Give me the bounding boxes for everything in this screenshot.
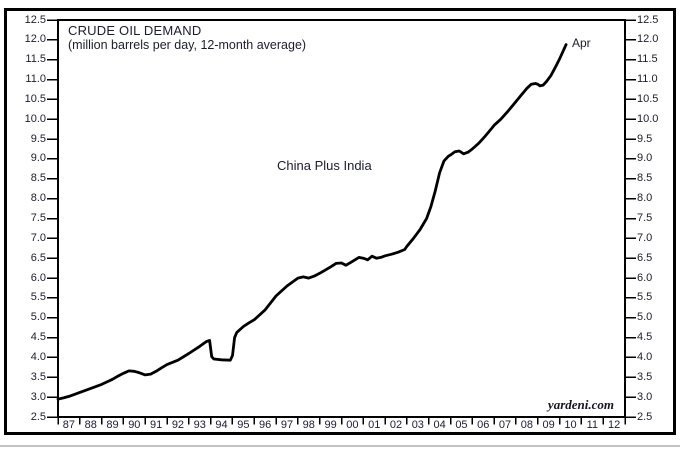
- x-axis-label: 98: [302, 419, 315, 431]
- watermark: yardeni.com: [547, 397, 614, 412]
- y-axis-label-left: 8.0: [30, 192, 46, 205]
- x-axis-label: 05: [455, 419, 468, 431]
- y-axis-label-right: 12.5: [637, 13, 659, 26]
- x-axis-label: 11: [586, 419, 598, 431]
- x-axis-label: 91: [150, 419, 163, 431]
- y-axis-label-left: 10.5: [24, 92, 46, 105]
- x-axis-label: 93: [193, 419, 206, 431]
- y-axis-label-right: 11.0: [637, 73, 658, 86]
- y-axis-label-left: 10.0: [24, 112, 46, 125]
- x-axis-label: 95: [237, 419, 250, 431]
- series-annotation: China Plus India: [277, 158, 372, 173]
- y-axis-label-left: 9.5: [30, 132, 46, 145]
- y-axis-label-right: 7.5: [637, 212, 653, 224]
- x-axis-label: 89: [106, 419, 119, 431]
- x-axis-label: 08: [520, 419, 533, 431]
- y-axis-label-right: 3.5: [637, 370, 653, 383]
- y-axis-label-right: 10.5: [637, 92, 659, 105]
- y-axis-label-right: 9.0: [637, 152, 653, 165]
- y-axis-label-left: 6.5: [30, 251, 46, 264]
- x-axis-label: 00: [346, 419, 359, 431]
- y-axis-label-right: 4.5: [637, 331, 653, 344]
- plot-frame: [57, 19, 626, 418]
- y-axis-label-left: 5.5: [30, 291, 46, 304]
- y-axis-label-left: 4.5: [30, 331, 46, 344]
- chart-subtitle: (million barrels per day, 12-month avera…: [68, 38, 307, 52]
- x-axis-label: 99: [324, 419, 337, 431]
- x-axis-label: 88: [84, 419, 97, 431]
- demand-line: [56, 43, 568, 401]
- x-axis-label: 12: [607, 419, 621, 431]
- bottom-edge-shadow: [0, 445, 680, 447]
- y-axis-label-left: 3.5: [30, 370, 46, 383]
- y-axis-label-left: 12.5: [24, 13, 46, 26]
- y-axis-label-left: 4.0: [30, 350, 46, 363]
- y-axis-label-left: 2.5: [30, 410, 46, 423]
- y-axis-label-left: 7.5: [30, 212, 46, 224]
- y-axis-label-right: 12.0: [637, 33, 659, 46]
- y-axis-label-right: 7.0: [637, 231, 653, 244]
- x-axis-label: 02: [389, 419, 403, 431]
- y-axis-label-left: 7.0: [30, 231, 46, 244]
- x-axis-label: 01: [368, 419, 381, 431]
- x-axis-label: 09: [542, 419, 555, 431]
- y-axis-label-left: 6.0: [30, 271, 46, 284]
- title-block: CRUDE OIL DEMAND (million barrels per da…: [68, 23, 306, 52]
- chart-title: CRUDE OIL DEMAND: [68, 23, 202, 38]
- y-axis-label-right: 6.5: [637, 251, 653, 264]
- y-axis-label-left: 11.5: [25, 53, 46, 66]
- y-axis-label-right: 11.5: [637, 53, 658, 66]
- y-axis-label-right: 9.5: [637, 132, 653, 145]
- x-axis-label: 04: [433, 419, 446, 431]
- x-axis-label: 87: [62, 419, 76, 431]
- y-axis-label-left: 8.5: [30, 172, 46, 185]
- y-axis-label-right: 10.0: [637, 112, 659, 125]
- x-axis-label: 07: [498, 419, 512, 431]
- x-axis-label: 10: [564, 419, 577, 431]
- x-axis-label: 92: [171, 419, 185, 431]
- x-axis-label: 97: [280, 419, 294, 431]
- y-axis-label-right: 2.5: [637, 410, 653, 423]
- y-axis-label-right: 5.5: [637, 291, 653, 304]
- x-axis-label: 03: [411, 419, 424, 431]
- x-axis-label: 90: [128, 419, 141, 431]
- y-axis-label-right: 6.0: [637, 271, 653, 284]
- last-point-label: Apr: [572, 36, 591, 50]
- y-axis-label-left: 12.0: [24, 33, 46, 46]
- y-axis-label-right: 4.0: [637, 350, 653, 363]
- y-axis-label-right: 5.0: [637, 311, 653, 324]
- y-axis-label-right: 8.5: [637, 172, 653, 185]
- x-axis-label: 96: [259, 419, 272, 431]
- y-axis-label-left: 3.0: [30, 390, 46, 403]
- y-axis-label-right: 3.0: [637, 390, 653, 403]
- y-axis-label-right: 8.0: [637, 192, 653, 205]
- y-axis-label-left: 9.0: [30, 152, 46, 165]
- x-axis-label: 94: [215, 419, 228, 431]
- y-axis-label-left: 11.0: [25, 73, 46, 86]
- y-axis-label-left: 5.0: [30, 311, 46, 324]
- x-axis-label: 06: [477, 419, 490, 431]
